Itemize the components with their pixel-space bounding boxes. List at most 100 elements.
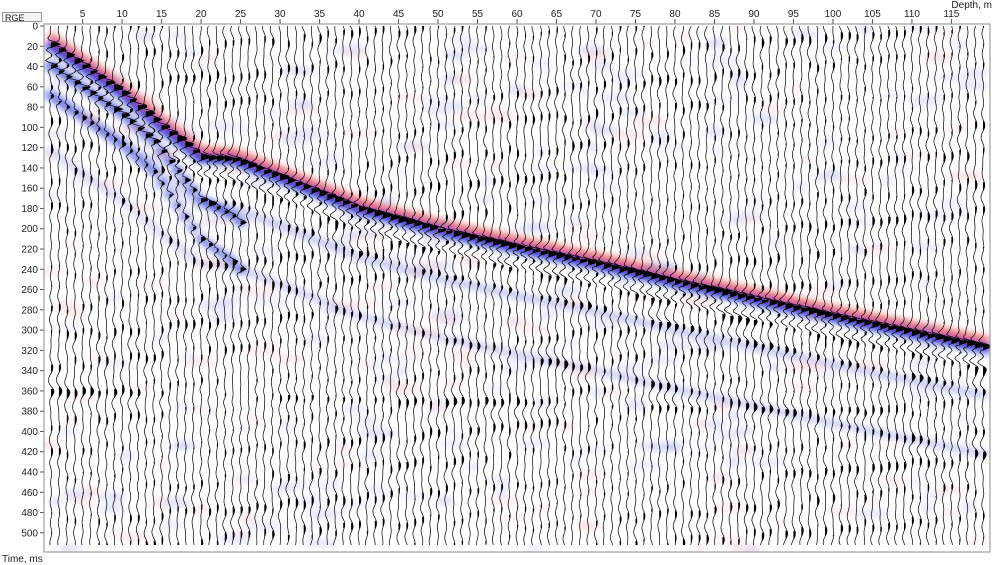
trace-positive-fill — [888, 30, 897, 531]
trace-100 — [827, 26, 843, 546]
trace-3 — [59, 25, 76, 546]
trace-49 — [423, 25, 439, 546]
trace-80 — [669, 25, 684, 546]
trace-positive-fill — [856, 34, 865, 535]
x-tick-label: 115 — [943, 9, 959, 20]
trace-20 — [196, 25, 211, 546]
y-tick-label: 280 — [21, 305, 38, 316]
trace-79 — [662, 25, 677, 546]
trace-17 — [172, 25, 187, 546]
trace-positive-fill — [351, 30, 359, 531]
trace-positive-fill — [51, 42, 60, 535]
trace-87 — [723, 25, 741, 546]
x-tick-label: 5 — [80, 9, 86, 20]
trace-60 — [512, 25, 527, 546]
trace-34 — [305, 25, 322, 546]
trace-93 — [773, 25, 787, 546]
x-tick-label: 15 — [156, 9, 168, 20]
trace-positive-fill — [793, 38, 803, 539]
trace-77 — [645, 26, 661, 546]
trace-57 — [488, 26, 503, 546]
trace-10 — [114, 26, 132, 546]
y-tick-label: 300 — [21, 326, 38, 337]
trace-positive-fill — [651, 52, 660, 546]
trace-29 — [266, 25, 282, 546]
x-tick-label: 110 — [904, 9, 920, 20]
trace-65 — [551, 25, 567, 546]
trace-14 — [147, 25, 163, 545]
trace-33 — [299, 25, 313, 546]
y-tick-label: 60 — [27, 82, 39, 93]
trace-48 — [417, 25, 431, 546]
trace-97 — [804, 25, 819, 546]
x-tick-label: 40 — [353, 9, 365, 20]
x-tick-label: 10 — [117, 9, 129, 20]
trace-81 — [678, 26, 692, 546]
trace-positive-fill — [414, 26, 423, 545]
trace-69 — [583, 26, 598, 546]
trace-117 — [962, 25, 977, 546]
trace-38 — [338, 25, 353, 546]
y-tick-label: 0 — [32, 22, 38, 33]
trace-86 — [715, 25, 732, 546]
trace-63 — [535, 25, 549, 546]
trace-68 — [575, 25, 589, 546]
y-tick-label: 100 — [21, 123, 38, 134]
y-tick-label: 440 — [21, 468, 38, 479]
trace-positive-fill — [738, 44, 748, 545]
trace-45 — [392, 25, 408, 546]
trace-39 — [345, 25, 359, 546]
trace-36 — [322, 25, 337, 545]
trace-positive-fill — [509, 42, 519, 539]
trace-positive-fill — [722, 44, 732, 545]
trace-47 — [408, 25, 424, 545]
x-tick-label: 75 — [630, 9, 642, 20]
trace-11 — [123, 25, 138, 546]
trace-118 — [968, 25, 985, 546]
trace-25 — [236, 25, 251, 546]
y-tick-label: 200 — [21, 224, 38, 235]
trace-44 — [384, 25, 401, 546]
trace-22 — [212, 26, 227, 546]
trace-9 — [106, 25, 124, 546]
y-tick-label: 240 — [21, 265, 38, 276]
trace-53 — [456, 26, 472, 546]
x-tick-label: 90 — [748, 9, 760, 20]
y-axis-unit-label: Time, ms — [2, 554, 43, 565]
amplitude-color-layer — [44, 24, 990, 552]
y-tick-label: 40 — [27, 62, 39, 73]
trace-positive-fill — [201, 46, 210, 546]
trace-62 — [527, 25, 541, 546]
trace-94 — [778, 25, 796, 546]
trace-positive-fill — [524, 34, 533, 531]
trace-46 — [401, 25, 416, 546]
y-tick-label: 400 — [21, 427, 38, 438]
x-tick-label: 100 — [825, 9, 842, 20]
x-tick-label: 35 — [314, 9, 326, 20]
trace-15 — [156, 25, 170, 546]
trace-51 — [440, 25, 454, 546]
trace-positive-fill — [517, 32, 526, 529]
trace-positive-fill — [193, 52, 200, 546]
x-axis-unit-label: Depth, m — [951, 0, 992, 11]
trace-28 — [258, 25, 273, 546]
trace-55 — [471, 25, 488, 545]
trace-74 — [623, 25, 637, 545]
x-tick-label: 25 — [235, 9, 247, 20]
y-tick-label: 220 — [21, 245, 38, 256]
trace-89 — [741, 26, 756, 545]
trace-positive-fill — [682, 46, 691, 546]
trace-113 — [931, 26, 946, 546]
trace-13 — [137, 25, 156, 546]
trace-108 — [891, 25, 906, 546]
trace-105 — [867, 25, 883, 546]
trace-1 — [44, 25, 61, 546]
trace-64 — [543, 25, 559, 546]
trace-5 — [76, 25, 92, 546]
time-axis: 0 20 40 60 80 100 120 140 160 180 200 220 240 260 280 3… — [21, 22, 44, 539]
x-tick-label: 80 — [669, 9, 681, 20]
y-tick-label: 320 — [21, 346, 38, 357]
trace-32 — [290, 25, 304, 546]
trace-58 — [495, 25, 511, 546]
trace-19 — [187, 25, 201, 546]
